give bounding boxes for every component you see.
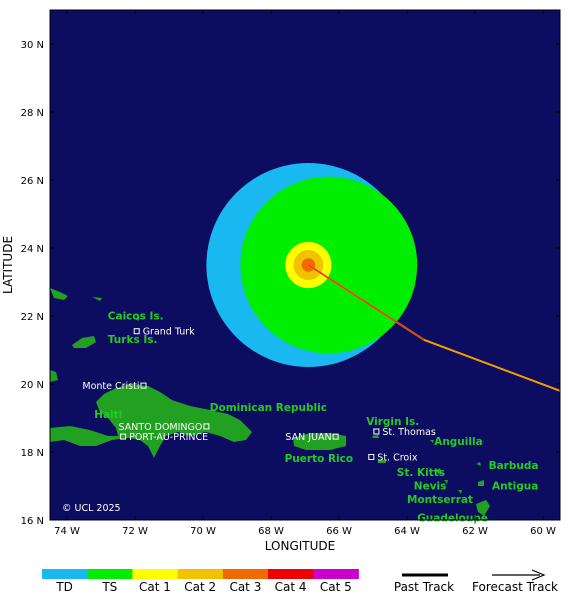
lon-tick-label: 74 W xyxy=(54,526,80,537)
legend-label: TD xyxy=(55,580,73,594)
lon-tick-label: 70 W xyxy=(190,526,216,537)
city-marker-icon xyxy=(133,328,140,335)
lon-tick-label: 68 W xyxy=(258,526,284,537)
city-label: St. Thomas xyxy=(382,427,436,438)
forecast-arrow-head-icon xyxy=(531,569,546,581)
place-label: Guadeloupe xyxy=(417,513,488,525)
x-axis-title: LONGITUDE xyxy=(265,539,335,553)
lon-tick-label: 72 W xyxy=(122,526,148,537)
city-label: Grand Turk xyxy=(143,327,195,338)
city-label: St. Croix xyxy=(377,453,418,464)
city-marker-icon xyxy=(368,454,375,460)
city-label: Monte Cristi xyxy=(82,381,139,392)
place-label: Turks Is. xyxy=(108,334,158,346)
legend-swatch xyxy=(313,569,359,579)
lat-tick-label: 26 N xyxy=(21,176,44,187)
legend-swatch xyxy=(222,569,269,579)
lat-tick-label: 30 N xyxy=(21,40,44,51)
legend-swatch xyxy=(42,569,88,579)
map-plot-area: Caicos Is. Turks Is. Haiti Dominican Republ… xyxy=(49,9,561,525)
forecast-track-label: Forecast Track xyxy=(472,580,558,594)
lat-tick-label: 28 N xyxy=(21,108,44,119)
place-label: Puerto Rico xyxy=(285,453,353,465)
y-axis-title: LATITUDE xyxy=(1,236,15,294)
place-label: Virgin Is. xyxy=(366,416,419,428)
city-marker-icon xyxy=(332,433,339,440)
lon-tick-label: 62 W xyxy=(462,526,488,537)
copyright-notice: © UCL 2025 xyxy=(62,503,121,514)
city-label: SANTO DOMINGO xyxy=(119,422,203,433)
land-leeward-islands xyxy=(430,440,490,516)
longitude-axis: 74 W 72 W 70 W 68 W 66 W 64 W 62 W 60 W xyxy=(54,10,556,537)
legend-label: Cat 2 xyxy=(184,580,216,594)
lat-tick-label: 16 N xyxy=(21,516,44,527)
city-marker-icon xyxy=(140,382,147,389)
place-label: Antigua xyxy=(492,480,538,492)
legend-swatch xyxy=(268,569,314,579)
lat-tick-label: 20 N xyxy=(21,380,44,391)
land-virgin-islands xyxy=(372,435,386,463)
lon-tick-label: 60 W xyxy=(530,526,556,537)
place-labels: Caicos Is. Turks Is. Haiti Dominican Republ… xyxy=(82,310,538,524)
legend-label: Cat 4 xyxy=(275,580,307,594)
legend-label: Cat 5 xyxy=(320,580,352,594)
place-label: Nevis xyxy=(414,480,447,492)
land-caicos xyxy=(72,336,96,348)
city-label: PORT-AU-PRINCE xyxy=(129,432,208,443)
place-label: Montserrat xyxy=(407,494,473,506)
place-label: Caicos Is. xyxy=(108,310,164,322)
land-cuba-edge xyxy=(50,370,58,382)
city-label: SAN JUAN xyxy=(285,432,331,443)
lat-tick-label: 22 N xyxy=(21,312,44,323)
city-marker-icon xyxy=(120,433,127,440)
land-hispaniola xyxy=(50,384,252,458)
lon-tick-label: 64 W xyxy=(394,526,420,537)
legend-label: Cat 3 xyxy=(229,580,261,594)
lat-tick-label: 18 N xyxy=(21,448,44,459)
lat-tick-label: 24 N xyxy=(21,244,44,255)
city-marker-icon xyxy=(373,428,380,435)
legend-swatch xyxy=(87,569,133,579)
map-frame xyxy=(49,9,561,521)
legend-label: Cat 1 xyxy=(139,580,171,594)
inner-track-segment xyxy=(307,264,425,341)
place-label: Barbuda xyxy=(489,460,539,472)
storm-track xyxy=(307,264,561,392)
latitude-axis: 30 N 28 N 26 N 24 N 22 N 20 N 18 N 16 N xyxy=(21,40,560,527)
city-marker-icon xyxy=(203,423,210,430)
forecast-track-legend: Forecast Track xyxy=(472,569,558,594)
legend-label: TS xyxy=(101,580,117,594)
past-track-legend: Past Track xyxy=(394,573,454,594)
place-label: Haiti xyxy=(94,409,122,421)
legend-swatch xyxy=(132,569,179,579)
past-track-label: Past Track xyxy=(394,580,454,594)
place-label: Anguilla xyxy=(434,436,482,448)
lon-tick-label: 66 W xyxy=(326,526,352,537)
legend: TD TS Cat 1 Cat 2 Cat 3 Cat 4 Cat 5 xyxy=(42,569,359,594)
place-label: St. Kitts xyxy=(397,467,445,479)
legend-swatch xyxy=(177,569,224,579)
place-label: Dominican Republic xyxy=(210,402,327,414)
